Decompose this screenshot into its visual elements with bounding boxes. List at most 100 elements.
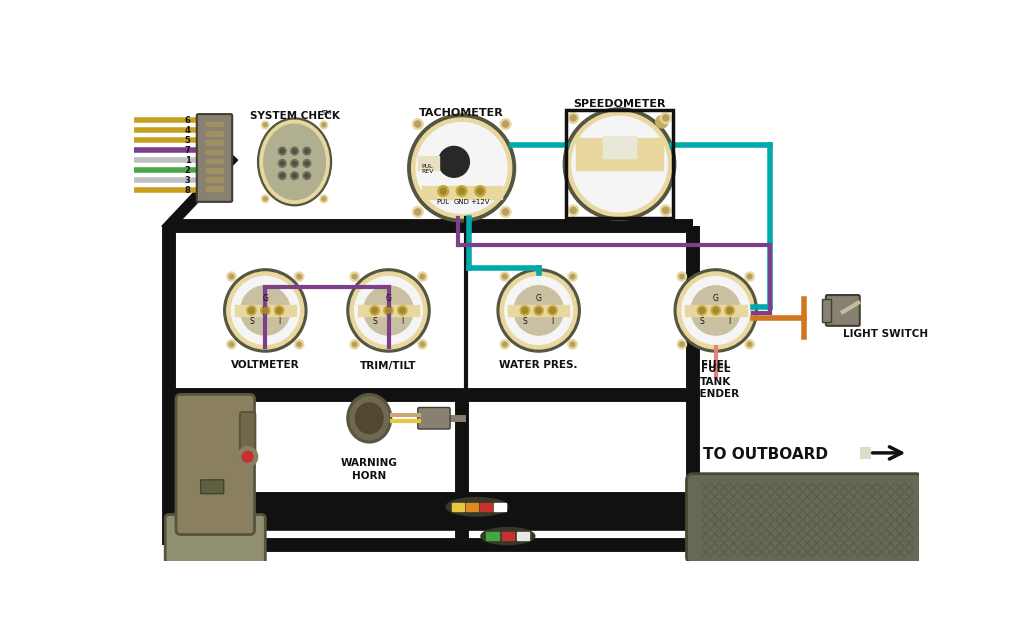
Bar xyxy=(502,532,514,540)
Circle shape xyxy=(415,209,421,215)
Bar xyxy=(486,532,499,540)
Text: REV: REV xyxy=(422,169,434,175)
Circle shape xyxy=(459,188,465,194)
Circle shape xyxy=(293,149,297,153)
Circle shape xyxy=(570,274,574,279)
Text: GND: GND xyxy=(454,199,470,205)
Circle shape xyxy=(677,272,755,349)
Text: SYSTEM CHECK: SYSTEM CHECK xyxy=(250,111,340,121)
Ellipse shape xyxy=(264,124,326,200)
Circle shape xyxy=(418,340,427,349)
Circle shape xyxy=(413,207,423,217)
Bar xyxy=(480,503,492,511)
Circle shape xyxy=(229,342,233,347)
Ellipse shape xyxy=(347,394,391,443)
FancyBboxPatch shape xyxy=(165,515,265,588)
Circle shape xyxy=(677,340,686,349)
Circle shape xyxy=(457,186,467,197)
Circle shape xyxy=(293,174,297,178)
Circle shape xyxy=(397,306,407,315)
Text: S: S xyxy=(522,317,527,326)
Text: 1: 1 xyxy=(184,156,190,165)
Circle shape xyxy=(663,207,669,214)
Bar xyxy=(206,159,223,163)
Bar xyxy=(206,168,223,173)
Circle shape xyxy=(522,308,527,313)
Circle shape xyxy=(420,342,425,347)
Bar xyxy=(206,122,223,127)
Circle shape xyxy=(291,147,298,155)
Circle shape xyxy=(500,207,511,217)
Circle shape xyxy=(520,306,529,315)
Text: 2: 2 xyxy=(184,166,190,175)
FancyBboxPatch shape xyxy=(826,295,860,326)
Circle shape xyxy=(500,272,509,281)
Circle shape xyxy=(226,340,237,349)
Ellipse shape xyxy=(446,498,508,516)
Circle shape xyxy=(399,308,406,313)
Ellipse shape xyxy=(350,397,388,440)
Circle shape xyxy=(438,186,449,197)
Text: S: S xyxy=(699,317,705,326)
FancyBboxPatch shape xyxy=(686,474,923,563)
FancyBboxPatch shape xyxy=(240,412,255,463)
Text: G: G xyxy=(713,294,719,302)
Bar xyxy=(206,149,223,154)
Circle shape xyxy=(297,342,301,347)
Bar xyxy=(206,140,223,145)
Circle shape xyxy=(563,108,676,220)
Ellipse shape xyxy=(319,195,328,203)
Circle shape xyxy=(372,308,378,313)
Text: I: I xyxy=(728,317,731,326)
Text: VOLTMETER: VOLTMETER xyxy=(231,360,300,370)
Circle shape xyxy=(350,272,427,349)
Bar xyxy=(822,299,831,322)
Text: PUL: PUL xyxy=(436,199,450,205)
Circle shape xyxy=(568,340,578,349)
Text: I: I xyxy=(551,317,554,326)
Circle shape xyxy=(291,159,298,167)
Bar xyxy=(206,186,223,191)
Text: S: S xyxy=(373,317,377,326)
Ellipse shape xyxy=(261,121,269,129)
Circle shape xyxy=(568,205,579,215)
Circle shape xyxy=(699,308,705,313)
Text: G: G xyxy=(262,294,268,302)
Circle shape xyxy=(568,113,579,123)
Circle shape xyxy=(261,306,270,315)
Circle shape xyxy=(548,306,557,315)
Bar xyxy=(494,503,506,511)
Circle shape xyxy=(293,161,297,165)
Circle shape xyxy=(570,342,574,347)
Circle shape xyxy=(274,306,284,315)
Circle shape xyxy=(303,159,310,167)
Circle shape xyxy=(503,274,507,279)
Circle shape xyxy=(350,272,359,281)
Circle shape xyxy=(279,172,286,180)
FancyBboxPatch shape xyxy=(176,394,255,534)
Bar xyxy=(357,305,419,316)
Circle shape xyxy=(745,272,755,281)
Circle shape xyxy=(567,112,672,217)
Ellipse shape xyxy=(261,195,269,203)
Circle shape xyxy=(305,174,309,178)
Circle shape xyxy=(682,277,750,345)
Circle shape xyxy=(249,308,254,313)
Circle shape xyxy=(727,308,732,313)
Ellipse shape xyxy=(319,121,328,129)
Ellipse shape xyxy=(263,123,267,127)
Circle shape xyxy=(745,340,755,349)
Circle shape xyxy=(438,146,469,177)
Circle shape xyxy=(281,149,285,153)
Circle shape xyxy=(291,172,298,180)
Circle shape xyxy=(350,340,359,349)
Text: 3: 3 xyxy=(185,176,190,185)
Circle shape xyxy=(550,308,555,313)
Circle shape xyxy=(408,114,515,222)
Circle shape xyxy=(231,277,299,345)
Circle shape xyxy=(223,269,307,352)
FancyBboxPatch shape xyxy=(202,601,229,630)
Circle shape xyxy=(570,207,577,214)
Circle shape xyxy=(247,306,256,315)
Circle shape xyxy=(691,286,740,335)
